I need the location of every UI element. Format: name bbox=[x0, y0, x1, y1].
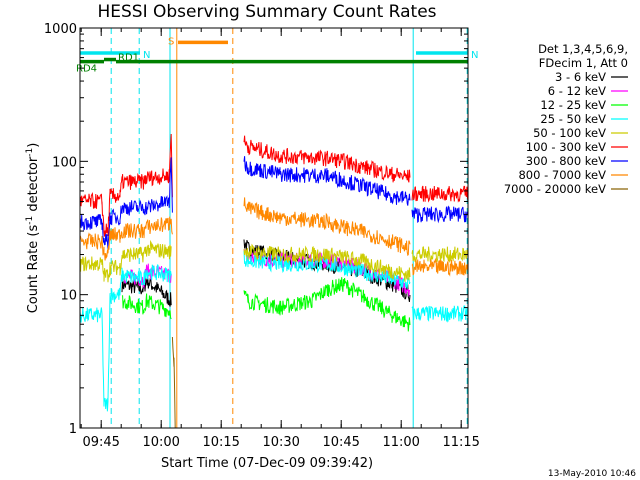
y-axis-label-part3: ) bbox=[26, 143, 41, 148]
y-axis-label-sup2: -1 bbox=[25, 148, 35, 157]
state-bar-label-n: N bbox=[471, 50, 478, 61]
y-tick-label: 1 bbox=[69, 422, 77, 437]
legend-label-300-800-kev: 300 - 800 keV bbox=[526, 154, 606, 168]
x-tick-label: 10:45 bbox=[322, 435, 359, 450]
x-axis-label: Start Time (07-Dec-09 09:39:42) bbox=[161, 456, 373, 471]
series-12-25-kev-segment-2 bbox=[243, 277, 411, 332]
legend-label-100-300-kev: 100 - 300 keV bbox=[526, 140, 606, 154]
x-tick-label: 10:30 bbox=[262, 435, 299, 450]
series-3-6-kev-segment-1 bbox=[121, 274, 172, 307]
series-100-300-kev-segment-2 bbox=[243, 135, 411, 183]
legend-label-3-6-kev: 3 - 6 keV bbox=[555, 70, 606, 84]
chart-legend: Det 1,3,4,5,6,9,FDecim 1, Att 03 - 6 keV… bbox=[504, 42, 628, 196]
x-tick-label: 10:00 bbox=[142, 435, 179, 450]
legend-label-25-50-kev: 25 - 50 keV bbox=[540, 112, 606, 126]
plot-data-layer: N N S RD1 RD4 bbox=[76, 28, 478, 429]
legend-header-line-2: FDecim 1, Att 0 bbox=[539, 56, 628, 70]
series-12-25-kev-segment-1 bbox=[121, 293, 172, 320]
legend-label-12-25-kev: 12 - 25 keV bbox=[540, 98, 606, 112]
y-tick-label: 1000 bbox=[44, 22, 77, 37]
x-tick-label: 11:00 bbox=[382, 435, 419, 450]
series-800-7000-kev-segment-2 bbox=[243, 197, 411, 257]
legend-label-7000-20000-kev: 7000 - 20000 keV bbox=[504, 182, 606, 196]
y-axis-label-sup1: -1 bbox=[25, 216, 35, 225]
legend-label-50-100-kev: 50 - 100 keV bbox=[533, 126, 606, 140]
series-300-800-kev-segment-1 bbox=[79, 157, 173, 250]
series-800-7000-kev-segment-1 bbox=[79, 216, 173, 261]
y-axis-label-part2: detector bbox=[26, 156, 41, 216]
series-100-300-kev-segment-1 bbox=[79, 133, 173, 237]
y-tick-label: 10 bbox=[60, 289, 77, 304]
chart-title: HESSI Observing Summary Count Rates bbox=[97, 2, 436, 22]
series-50-100-kev-segment-1 bbox=[79, 239, 172, 283]
state-bar-label-rd1: RD1 bbox=[118, 53, 139, 64]
series-800-7000-kev-segment-3 bbox=[411, 257, 469, 277]
series-100-300-kev-segment-3 bbox=[411, 185, 469, 203]
x-tick-label: 11:15 bbox=[442, 435, 479, 450]
x-tick-label: 10:15 bbox=[202, 435, 239, 450]
generated-timestamp: 13-May-2010 10:46 bbox=[548, 469, 636, 479]
series-25-50-kev-segment-2 bbox=[243, 250, 411, 289]
series-50-100-kev-segment-3 bbox=[411, 246, 469, 264]
series-7000-20000-kev-segment-1 bbox=[171, 336, 176, 429]
series-25-50-kev-segment-3 bbox=[411, 305, 469, 323]
plot-frame bbox=[79, 27, 469, 429]
legend-label-6-12-kev: 6 - 12 keV bbox=[548, 84, 606, 98]
state-bar-label-rd4: RD4 bbox=[76, 64, 97, 75]
axes-layer: 09:45 10:00 10:15 10:30 10:45 11:00 11:15 1 10 10… bbox=[44, 22, 480, 450]
legend-header-line-1: Det 1,3,4,5,6,9, bbox=[538, 42, 628, 56]
y-tick-label: 100 bbox=[52, 155, 77, 170]
y-axis-label: Count Rate (s-1 detector-1) bbox=[25, 143, 41, 314]
y-axis-label-part1: Count Rate (s bbox=[26, 225, 41, 314]
state-bar-label-s: S bbox=[168, 36, 174, 47]
x-tick-label: 09:45 bbox=[82, 435, 119, 450]
series-50-100-kev-segment-2 bbox=[243, 243, 411, 282]
state-bar-label-n: N bbox=[143, 50, 150, 61]
series-300-800-kev-segment-2 bbox=[243, 156, 411, 206]
series-25-50-kev-segment-1 bbox=[79, 264, 172, 412]
legend-label-800-7000-kev: 800 - 7000 keV bbox=[518, 168, 606, 182]
series-300-800-kev-segment-3 bbox=[411, 205, 469, 224]
